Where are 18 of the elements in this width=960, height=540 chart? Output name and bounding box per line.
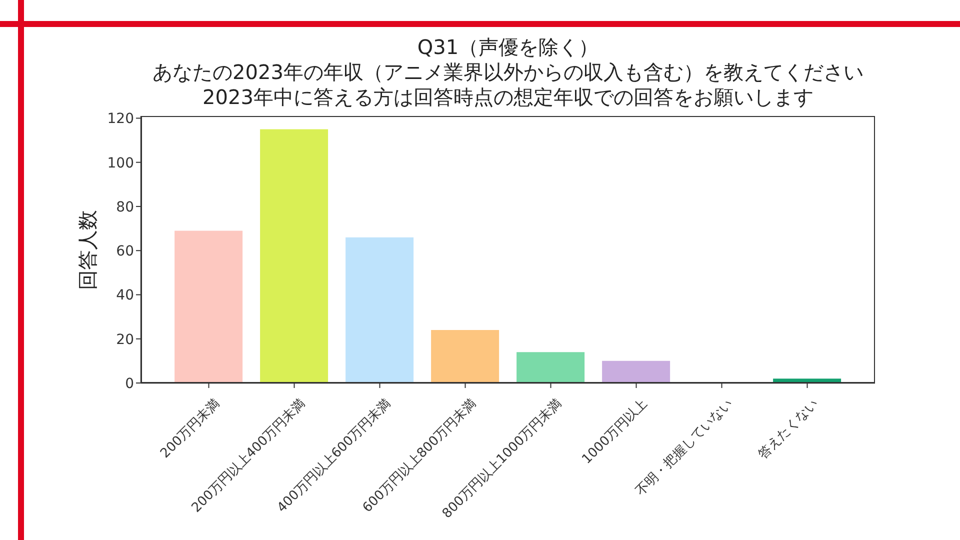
bar: [260, 129, 328, 383]
chart-title: Q31（声優を除く）: [417, 35, 599, 59]
y-tick-label: 20: [116, 332, 134, 348]
y-tick-label: 60: [116, 244, 134, 260]
y-tick-label: 120: [107, 111, 134, 128]
y-tick-label: 100: [107, 155, 134, 172]
chart-subtitle: あなたの2023年の年収（アニメ業界以外からの収入も含む）を教えてください: [152, 60, 864, 84]
x-tick-label: 答えたくない: [756, 396, 822, 462]
bar: [602, 360, 670, 383]
y-tick-label: 40: [116, 288, 134, 304]
y-axis-title: 回答人数: [74, 210, 100, 290]
y-tick-label: 0: [125, 376, 134, 392]
bar: [516, 352, 585, 383]
bar: [174, 230, 243, 383]
y-tick-label: 80: [116, 199, 134, 216]
bar: [431, 330, 500, 383]
bar: [346, 237, 414, 383]
text: 2023年中に答える方は回答時点の想定年収での回答をお願いします: [202, 85, 814, 109]
